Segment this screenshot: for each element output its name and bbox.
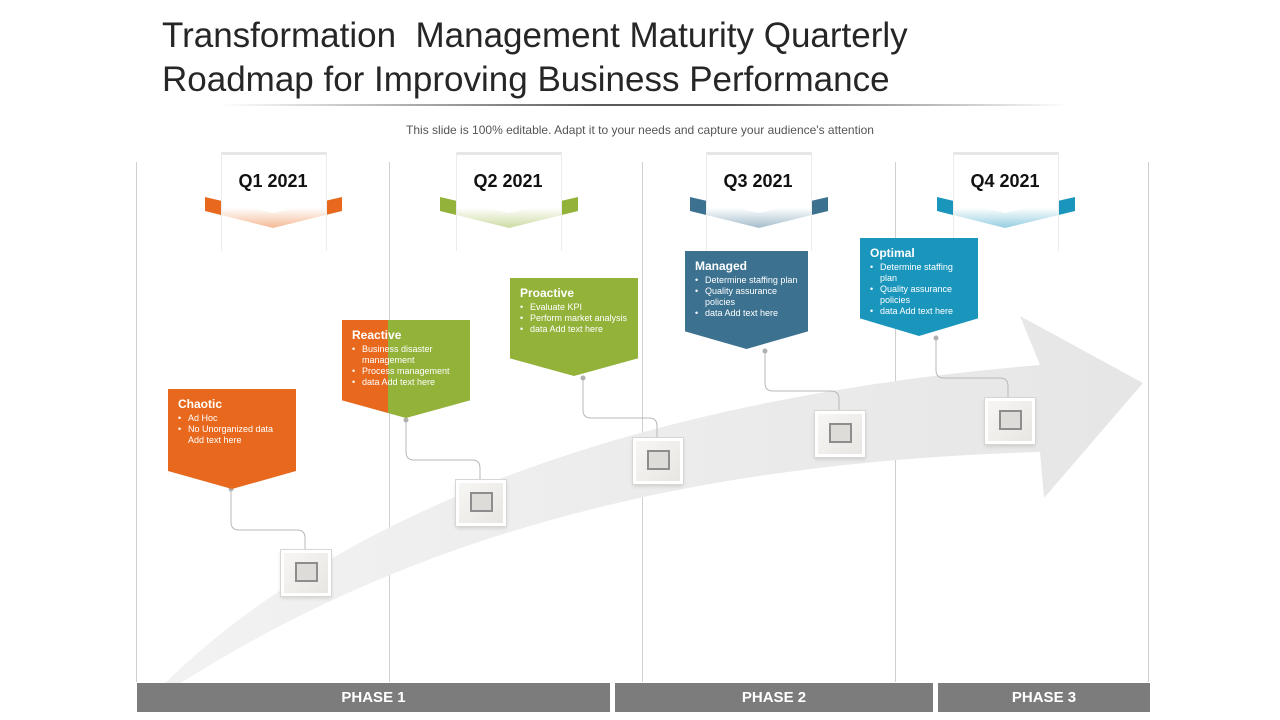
phase-3-bar: PHASE 3 xyxy=(938,683,1150,712)
stage-item: Ad Hoc xyxy=(178,413,290,424)
q2-label: Q2 2021 xyxy=(473,171,543,191)
connector-dot xyxy=(403,417,409,423)
stage-card-proactive: Proactive Evaluate KPI Perform market an… xyxy=(510,278,638,376)
stage-item: data Add text here xyxy=(520,324,632,335)
milestone-node xyxy=(456,480,506,526)
connector xyxy=(230,489,306,552)
stage-item: data Add text here xyxy=(352,377,464,388)
connector-dot xyxy=(933,335,939,341)
stage-title: Proactive xyxy=(520,286,575,300)
milestone-icon xyxy=(829,423,852,443)
stage-item: Determine staffing plan xyxy=(695,275,802,286)
milestone-icon xyxy=(647,450,670,470)
stage-title: Chaotic xyxy=(178,397,223,411)
growth-arrow xyxy=(162,316,1143,686)
q1-tab xyxy=(222,152,326,251)
q3-label: Q3 2021 xyxy=(723,171,793,191)
milestone-node xyxy=(633,438,683,484)
connector xyxy=(582,378,658,440)
milestone-icon xyxy=(999,410,1022,430)
connector-dot xyxy=(762,348,768,354)
stage-card-chaotic: Chaotic Ad Hoc No Unorganized data Add t… xyxy=(168,389,296,489)
stage-item: data Add text here xyxy=(870,306,972,317)
column-divider xyxy=(1148,162,1149,682)
phase-2-bar: PHASE 2 xyxy=(615,683,933,712)
column-divider xyxy=(642,162,643,682)
stage-card-optimal: Optimal Determine staffing plan Quality … xyxy=(860,238,978,336)
slide-subtitle: This slide is 100% editable. Adapt it to… xyxy=(406,123,874,137)
connector-dot xyxy=(580,375,586,381)
milestone-icon xyxy=(470,492,493,512)
stage-card-managed: Managed Determine staffing plan Quality … xyxy=(685,251,808,349)
stage-item: Business disaster management xyxy=(352,344,464,366)
connector xyxy=(405,420,481,482)
stage-item: data Add text here xyxy=(695,308,802,319)
phase-1-bar: PHASE 1 xyxy=(137,683,610,712)
q1-label: Q1 2021 xyxy=(238,171,308,191)
q4-tab xyxy=(954,152,1058,251)
q3-tab xyxy=(707,152,811,251)
connector xyxy=(764,351,840,413)
stage-item: Determine staffing plan xyxy=(870,262,972,284)
milestone-node xyxy=(281,550,331,596)
stage-item: Evaluate KPI xyxy=(520,302,632,313)
stage-card-reactive: Reactive Business disaster management Pr… xyxy=(342,320,470,418)
milestone-node xyxy=(985,398,1035,444)
q2-tab xyxy=(457,152,561,251)
milestone-node xyxy=(815,411,865,457)
q4-label: Q4 2021 xyxy=(970,171,1040,191)
stage-title: Managed xyxy=(695,259,748,273)
stage-item: Quality assurance policies xyxy=(870,284,972,306)
stage-item: No Unorganized data Add text here xyxy=(178,424,290,446)
slide-title: Transformation Management Maturity Quart… xyxy=(162,16,908,99)
stage-item: Quality assurance policies xyxy=(695,286,802,308)
stage-item: Process management xyxy=(352,366,464,377)
stage-item: Perform market analysis xyxy=(520,313,632,324)
stage-title: Reactive xyxy=(352,328,402,342)
milestone-icon xyxy=(295,562,318,582)
column-divider xyxy=(389,162,390,682)
title-divider xyxy=(220,104,1070,106)
stage-title: Optimal xyxy=(870,246,915,260)
column-divider xyxy=(136,162,137,682)
connector xyxy=(935,338,1009,400)
